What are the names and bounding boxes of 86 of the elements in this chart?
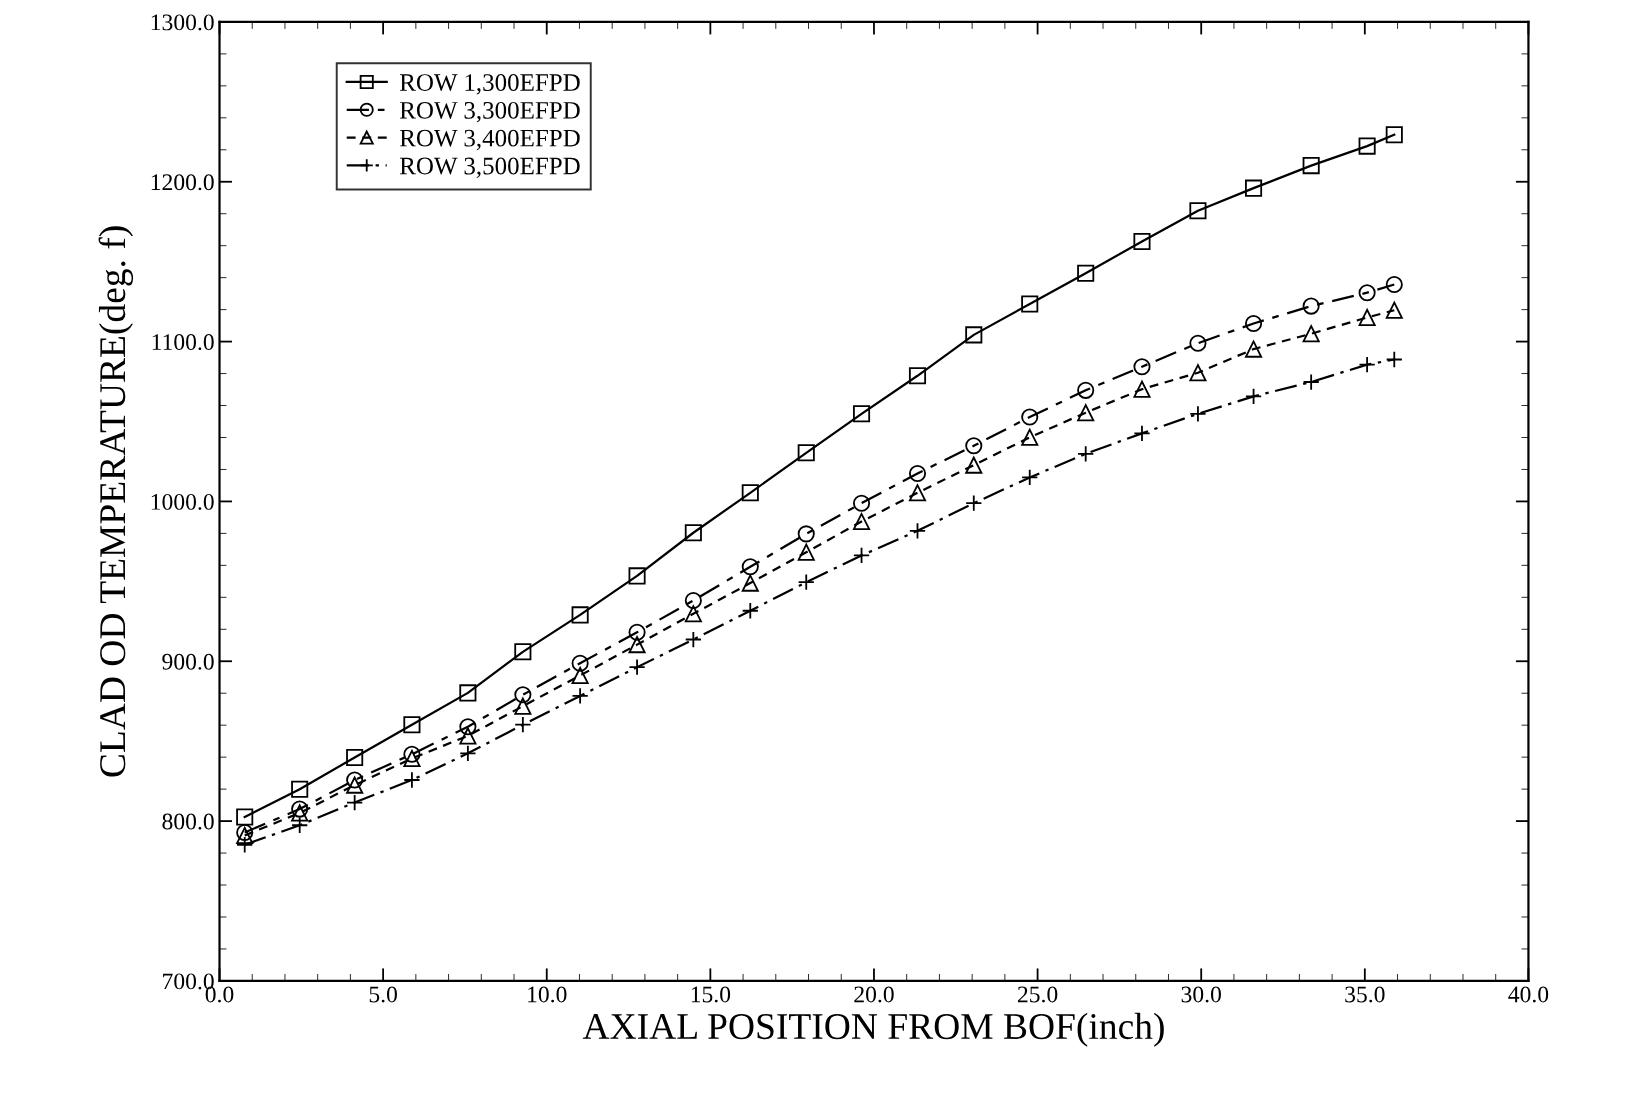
point [1358, 284, 1376, 302]
point [1189, 334, 1207, 352]
point [965, 456, 983, 474]
point [571, 606, 589, 624]
point [1133, 232, 1151, 251]
point [684, 591, 702, 610]
point [908, 367, 927, 385]
point [1385, 126, 1403, 144]
point [236, 823, 254, 841]
y-tick-label: 800.0 [162, 813, 214, 830]
point [403, 745, 421, 763]
point [1021, 428, 1039, 446]
point [236, 826, 254, 845]
point [571, 666, 589, 685]
point [1077, 381, 1095, 399]
point [514, 686, 532, 704]
point [1245, 314, 1263, 333]
point [741, 574, 759, 592]
y-tick-label: 1300.0 [151, 14, 214, 31]
legend-label: ROW 3,500EFPD [399, 157, 580, 179]
point [291, 804, 309, 822]
point [628, 623, 646, 641]
point [1133, 358, 1151, 376]
y-tick-label: 1000.0 [151, 493, 214, 510]
point [1133, 380, 1151, 398]
y-tick-label: 1100.0 [152, 334, 214, 351]
point [571, 654, 589, 672]
point [346, 771, 364, 789]
point [1302, 157, 1320, 175]
legend-label: ROW 3,300EFPD [399, 101, 580, 123]
point [797, 525, 815, 543]
point [684, 524, 702, 542]
point [741, 484, 759, 502]
x-tick-label: 40.0 [1508, 986, 1549, 1003]
point [1302, 297, 1320, 315]
point [852, 513, 871, 531]
point [852, 494, 871, 512]
legend-label: ROW 3,400EFPD [399, 129, 580, 151]
point [1189, 364, 1207, 382]
point [908, 464, 927, 482]
point [291, 780, 309, 798]
point [1077, 404, 1095, 422]
x-tick-label: 35.0 [1345, 986, 1385, 1003]
point [514, 697, 532, 715]
point [291, 800, 309, 818]
point [1385, 275, 1403, 294]
y-axis-title: CLAD OD TEMPERATURE(deg. f) [98, 226, 134, 777]
y-tick-label: 900.0 [162, 653, 214, 670]
point [741, 558, 759, 576]
x-tick-label: 5.0 [369, 986, 397, 1003]
point [1358, 308, 1376, 326]
point [1189, 202, 1207, 220]
x-tick-label: 20.0 [854, 986, 894, 1003]
point [1385, 301, 1403, 319]
point [1021, 408, 1039, 426]
point [908, 484, 927, 502]
point [236, 808, 254, 826]
point [1077, 264, 1095, 282]
point [459, 727, 477, 745]
point [628, 636, 646, 654]
x-tick-label: 10.0 [528, 986, 567, 1003]
point [684, 605, 702, 623]
point [403, 716, 421, 734]
point [459, 684, 477, 702]
x-axis-title: AXIAL POSITION FROM BOF(inch) [582, 1012, 1164, 1047]
legend-label: ROW 1,300EFPD [399, 74, 580, 95]
point [346, 776, 364, 794]
point [346, 748, 364, 767]
point [514, 643, 532, 661]
point [1358, 137, 1376, 155]
point [1021, 295, 1039, 313]
point [628, 567, 646, 585]
point [965, 326, 983, 344]
point [459, 718, 477, 736]
x-tick-label: 30.0 [1181, 986, 1221, 1003]
point [852, 405, 871, 423]
point [1302, 325, 1320, 343]
y-tick-label: 1200.0 [151, 174, 214, 191]
point [797, 543, 815, 561]
x-tick-label: 25.0 [1017, 986, 1058, 1003]
point [1245, 340, 1263, 358]
x-tick-label: 15.0 [691, 986, 731, 1003]
point [1245, 179, 1263, 197]
point [965, 437, 983, 455]
point [797, 444, 815, 462]
point [403, 749, 421, 767]
